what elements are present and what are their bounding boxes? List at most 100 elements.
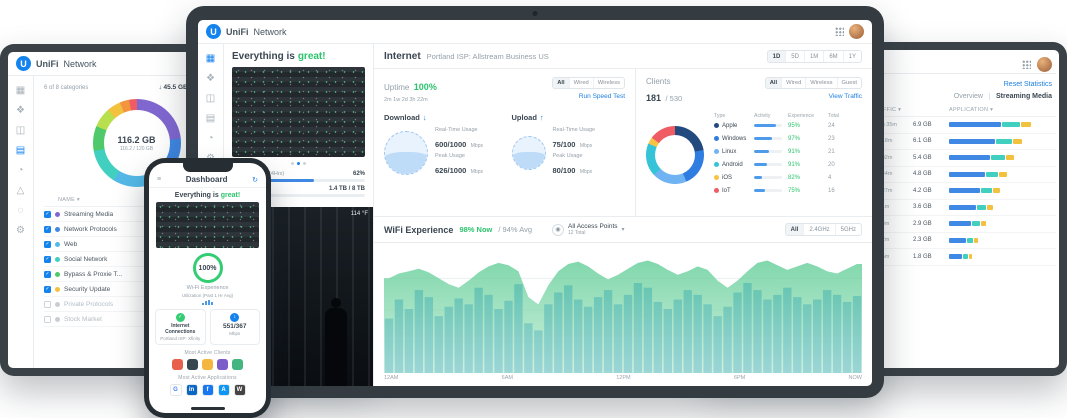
table-row[interactable]: 1d 4h 35m 6.9 GB bbox=[871, 117, 1056, 134]
tab-overview[interactable]: Overview bbox=[953, 93, 983, 100]
filter-wireless[interactable]: Wireless bbox=[806, 78, 838, 88]
filter-all[interactable]: All bbox=[765, 78, 783, 88]
devices-icon[interactable]: ❖ bbox=[206, 73, 215, 84]
checkbox-unchecked[interactable] bbox=[44, 300, 51, 308]
google-icon[interactable]: G bbox=[169, 384, 182, 396]
dashboard-icon[interactable]: ▦ bbox=[205, 53, 216, 64]
apps-grid-icon[interactable] bbox=[1022, 60, 1031, 69]
view-traffic-link[interactable]: View Traffic bbox=[828, 93, 862, 100]
table-row[interactable]: 3h 45m 1.8 GB bbox=[871, 249, 1056, 266]
appstore-icon[interactable]: A bbox=[217, 384, 230, 396]
category-name: Web bbox=[64, 240, 78, 248]
table-row[interactable]: 12h 27m 4.2 GB bbox=[871, 183, 1056, 200]
home-indicator[interactable] bbox=[190, 407, 225, 410]
band-selector: All 2.4GHz 5GHz bbox=[784, 223, 862, 236]
person-silhouette bbox=[325, 298, 347, 386]
client-icon[interactable] bbox=[172, 359, 183, 370]
insights-icon[interactable]: ◔ bbox=[207, 133, 214, 144]
filter-wired[interactable]: Wired bbox=[570, 78, 594, 88]
filter-wireless[interactable]: Wireless bbox=[597, 80, 620, 86]
table-row[interactable]: 22h 18m 6.1 GB bbox=[871, 134, 1056, 150]
statistics-icon[interactable]: ▤ bbox=[205, 113, 216, 124]
wifi-experience-chart bbox=[374, 243, 872, 373]
type-color-dot bbox=[714, 188, 719, 193]
statistics-icon[interactable]: ▤ bbox=[15, 145, 26, 156]
traffic-column-header[interactable]: TRAFFIC ▾ bbox=[871, 107, 902, 113]
client-icon[interactable] bbox=[217, 359, 228, 370]
category-name: Stock Market bbox=[64, 315, 102, 323]
legend-row[interactable]: Linux 91% 21 bbox=[714, 145, 862, 158]
internet-connections-card[interactable]: ✓ Internet Connections Portland ISP: Xfi… bbox=[155, 309, 206, 345]
category-color-dot bbox=[55, 211, 60, 217]
checkbox[interactable]: ✓ bbox=[44, 240, 51, 248]
checkbox[interactable]: ✓ bbox=[44, 285, 51, 293]
checkbox[interactable]: ✓ bbox=[44, 225, 51, 233]
clients-icon[interactable]: ◫ bbox=[205, 93, 216, 104]
wifi-avg: / 94% Avg bbox=[498, 225, 533, 234]
apps-grid-icon[interactable] bbox=[835, 27, 844, 36]
legend-row[interactable]: Android 91% 20 bbox=[714, 158, 862, 171]
topology-icon[interactable]: △ bbox=[16, 185, 25, 196]
filter-wired[interactable]: Wired bbox=[782, 78, 807, 88]
table-row[interactable]: 18h 02m 5.4 GB bbox=[871, 150, 1056, 167]
memory-value: 62% bbox=[352, 171, 365, 177]
upload-peak-value: 80/100 bbox=[552, 166, 576, 175]
table-row[interactable]: 7h 33m 2.9 GB bbox=[871, 216, 1056, 233]
facebook-icon[interactable]: f bbox=[201, 384, 214, 396]
menu-icon[interactable]: ≡ bbox=[157, 176, 162, 183]
reset-statistics-link[interactable]: Reset Statistics bbox=[1003, 81, 1052, 88]
alerts-icon[interactable]: ◌ bbox=[17, 205, 24, 216]
band-24ghz[interactable]: 2.4GHz bbox=[804, 224, 836, 235]
carousel-dots[interactable] bbox=[224, 157, 373, 170]
wordpress-icon[interactable]: W bbox=[233, 384, 246, 396]
tab-streaming-media[interactable]: Streaming Media bbox=[988, 93, 1052, 100]
band-5ghz[interactable]: 5GHz bbox=[840, 226, 856, 233]
range-1y[interactable]: 1Y bbox=[848, 53, 856, 60]
checkbox[interactable]: ✓ bbox=[44, 255, 51, 263]
checkbox[interactable]: ✓ bbox=[44, 270, 51, 278]
application-column-header[interactable]: APPLICATION ▾ bbox=[949, 107, 994, 113]
linkedin-icon[interactable]: in bbox=[185, 384, 198, 396]
checkbox-unchecked[interactable] bbox=[44, 315, 51, 323]
table-row[interactable]: 15h 44m 4.8 GB bbox=[871, 167, 1056, 183]
client-icon[interactable] bbox=[232, 359, 243, 370]
client-icon[interactable] bbox=[202, 359, 213, 370]
insights-icon[interactable]: ◔ bbox=[17, 165, 24, 176]
total-value: 21 bbox=[828, 148, 835, 155]
checkbox[interactable]: ✓ bbox=[44, 210, 51, 218]
filter-guest[interactable]: Guest bbox=[841, 80, 857, 86]
client-icon[interactable] bbox=[187, 359, 198, 370]
throughput-card[interactable]: ↕ 551/367 Mbps bbox=[209, 309, 260, 345]
devices-icon[interactable]: ❖ bbox=[16, 105, 25, 116]
table-row[interactable]: 5h 12m 2.3 GB bbox=[871, 233, 1056, 249]
range-6m[interactable]: 6M bbox=[824, 51, 844, 62]
settings-icon[interactable]: ⚙ bbox=[16, 225, 25, 236]
status-prefix: Everything is bbox=[232, 51, 295, 62]
legend-row[interactable]: IoT 75% 16 bbox=[714, 184, 862, 197]
range-1m[interactable]: 1M bbox=[805, 51, 825, 62]
table-row[interactable]: 9h 51m 3.6 GB bbox=[871, 200, 1056, 216]
avatar[interactable] bbox=[1037, 57, 1052, 72]
access-point-selector[interactable]: ◉ All Access Points 12 Total ▾ bbox=[552, 223, 625, 236]
category-color-dot bbox=[55, 271, 60, 277]
run-speed-test-link[interactable]: Run Speed Test bbox=[578, 93, 625, 100]
avatar[interactable] bbox=[849, 24, 864, 39]
clients-icon[interactable]: ◫ bbox=[15, 125, 26, 136]
traffic-bar bbox=[949, 188, 1056, 194]
dashboard-icon[interactable]: ▦ bbox=[15, 85, 26, 96]
filter-all[interactable]: All bbox=[553, 78, 570, 88]
refresh-icon[interactable]: ↻ bbox=[252, 176, 258, 184]
band-all[interactable]: All bbox=[785, 224, 805, 235]
range-5d[interactable]: 5D bbox=[786, 51, 805, 62]
statistics-tabs: Overview Streaming Media bbox=[871, 90, 1056, 107]
legend-row[interactable]: iOS 82% 4 bbox=[714, 171, 862, 184]
right-tablet-header bbox=[871, 56, 1056, 74]
dashboard-main: Internet Portland ISP: Allstream Busines… bbox=[374, 44, 872, 386]
legend-row[interactable]: Apple 95% 24 bbox=[714, 119, 862, 132]
phone-header: ≡ Dashboard ↻ bbox=[149, 163, 266, 188]
legend-row[interactable]: Windows 97% 23 bbox=[714, 132, 862, 145]
range-1d[interactable]: 1D bbox=[767, 51, 787, 62]
name-column-header[interactable]: NAME ▾ bbox=[58, 197, 80, 203]
unifi-logo: U bbox=[206, 24, 221, 39]
uptime-value: 100% bbox=[413, 82, 437, 92]
